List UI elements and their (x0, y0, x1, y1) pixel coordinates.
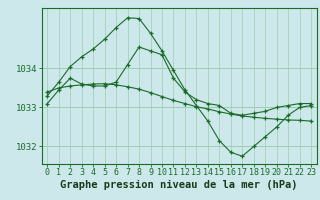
X-axis label: Graphe pression niveau de la mer (hPa): Graphe pression niveau de la mer (hPa) (60, 180, 298, 190)
